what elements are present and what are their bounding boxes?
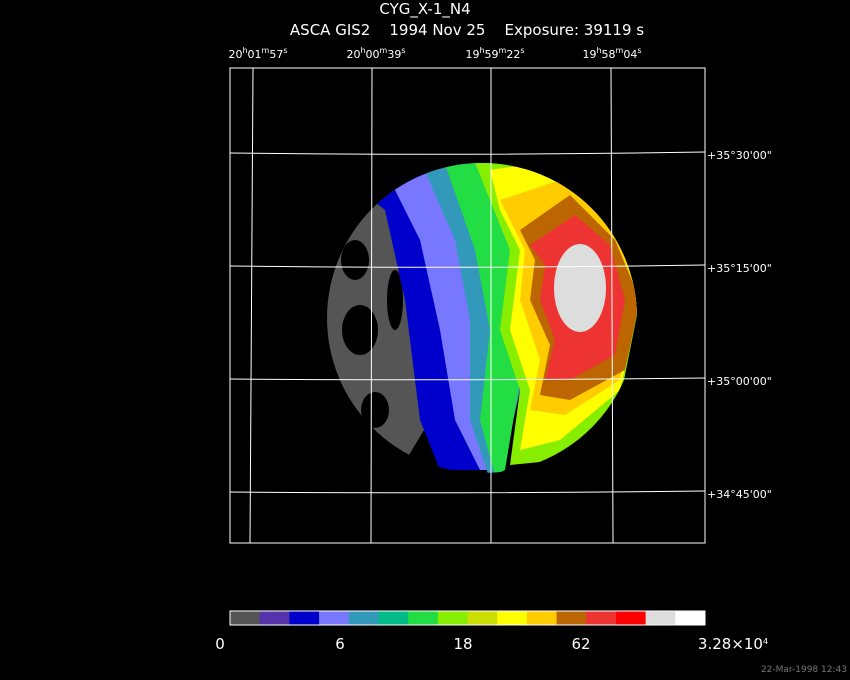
superscript: s xyxy=(401,46,405,55)
colorbar-swatch xyxy=(467,611,498,625)
label-part: 18 xyxy=(453,635,472,653)
superscript: s xyxy=(637,46,641,55)
colorbar-frame xyxy=(229,610,706,626)
superscript: m xyxy=(380,46,388,55)
label-part: 62 xyxy=(571,635,590,653)
label: 19h59m22s xyxy=(465,46,524,61)
superscript: s xyxy=(520,46,524,55)
superscript: s xyxy=(283,46,287,55)
colorbar-swatch xyxy=(408,611,439,625)
superscript: m xyxy=(616,46,624,55)
timestamp: 22-Mar-1998 12:43 xyxy=(761,665,847,675)
label: 3.28×104 xyxy=(698,635,768,653)
label: 6 xyxy=(335,635,345,653)
colorbar-swatch xyxy=(645,611,676,625)
dec-label: +35°30'00" xyxy=(707,149,772,162)
colorbar-swatch xyxy=(675,611,706,625)
colorbar-swatch xyxy=(437,611,468,625)
label-part: 39 xyxy=(387,48,401,61)
label-part: 20 xyxy=(228,48,242,61)
colorbar-swatch xyxy=(230,611,261,625)
superscript: h xyxy=(360,46,365,55)
label: 20h00m39s xyxy=(346,46,405,61)
label-part: 57 xyxy=(269,48,283,61)
colorbar-swatch xyxy=(497,611,528,625)
superscript: 4 xyxy=(763,637,768,646)
label: 0 xyxy=(215,635,225,653)
label-part: 6 xyxy=(335,635,345,653)
label: 20h01m57s xyxy=(228,46,287,61)
label-part: 04 xyxy=(623,48,637,61)
colorbar: 0 6 18 62 3.28×104 xyxy=(215,611,768,653)
title: CYG_X-1_N4 xyxy=(379,0,470,19)
subtitle: ASCA GIS2 1994 Nov 25 Exposure: 39119 s xyxy=(290,21,644,39)
superscript: m xyxy=(262,46,270,55)
colorbar-swatch xyxy=(615,611,647,625)
superscript: h xyxy=(479,46,484,55)
colorbar-swatch xyxy=(556,611,587,625)
label-part: 19 xyxy=(465,48,479,61)
label: 18 xyxy=(453,635,472,653)
label-part: 3.28×10 xyxy=(698,635,763,653)
image xyxy=(327,163,637,473)
dec-label: +35°15'00" xyxy=(707,262,772,275)
label-part: 22 xyxy=(506,48,520,61)
colorbar-swatch xyxy=(348,611,379,625)
label-part: 01 xyxy=(248,48,262,61)
dec-label: +35°00'00" xyxy=(707,375,772,388)
superscript: m xyxy=(499,46,507,55)
colorbar-swatch xyxy=(289,611,320,625)
label-part: 0 xyxy=(215,635,225,653)
label-part: 20 xyxy=(346,48,360,61)
dec-labels: +35°30'00" +35°15'00" +35°00'00" +34°45'00" xyxy=(707,149,772,501)
label-part: 19 xyxy=(582,48,596,61)
colorbar-swatch xyxy=(319,611,350,625)
colorbar-swatch xyxy=(378,611,409,625)
superscript: h xyxy=(242,46,247,55)
grid xyxy=(229,67,706,544)
label: 62 xyxy=(571,635,590,653)
label: 19h58m04s xyxy=(582,46,641,61)
superscript: h xyxy=(596,46,601,55)
label-part: 58 xyxy=(602,48,616,61)
colorbar-swatch xyxy=(526,611,558,625)
colorbar-swatch xyxy=(259,611,290,625)
colorbar-swatch xyxy=(586,611,617,625)
dec-label: +34°45'00" xyxy=(707,488,772,501)
ra-labels: 20h01m57s 20h00m39s 19h59m22s 19h58m04s xyxy=(228,46,641,61)
label-part: 59 xyxy=(485,48,499,61)
label-part: 00 xyxy=(366,48,380,61)
